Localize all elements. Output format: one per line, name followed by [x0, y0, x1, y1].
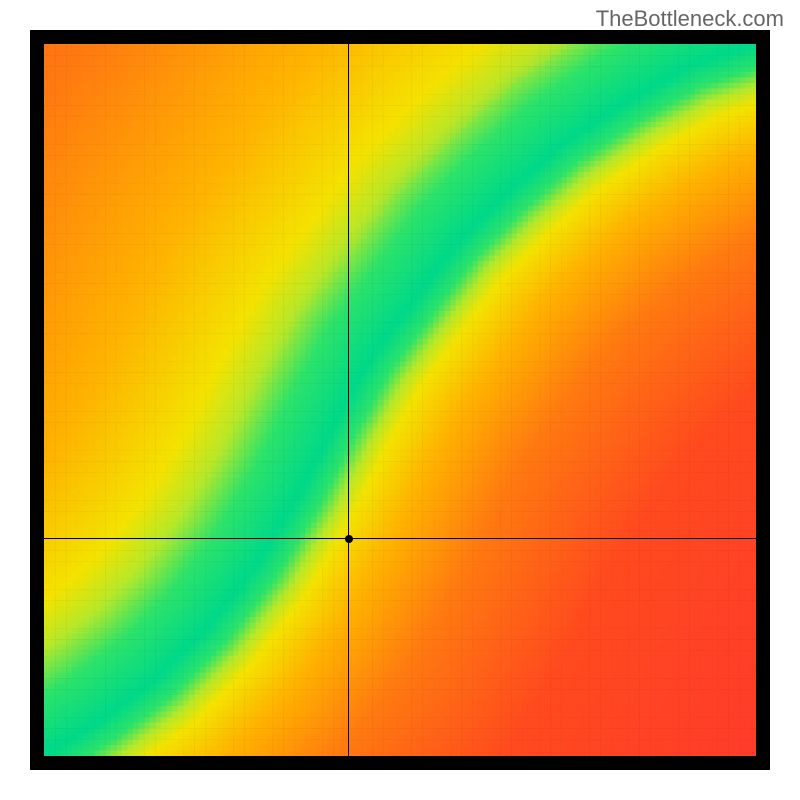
crosshair-dot	[345, 535, 353, 543]
crosshair-horizontal	[44, 538, 756, 539]
plot-frame	[30, 30, 770, 770]
plot-area	[44, 44, 756, 756]
heatmap-canvas	[44, 44, 756, 756]
watermark-text: TheBottleneck.com	[596, 6, 784, 32]
crosshair-vertical	[348, 44, 349, 756]
